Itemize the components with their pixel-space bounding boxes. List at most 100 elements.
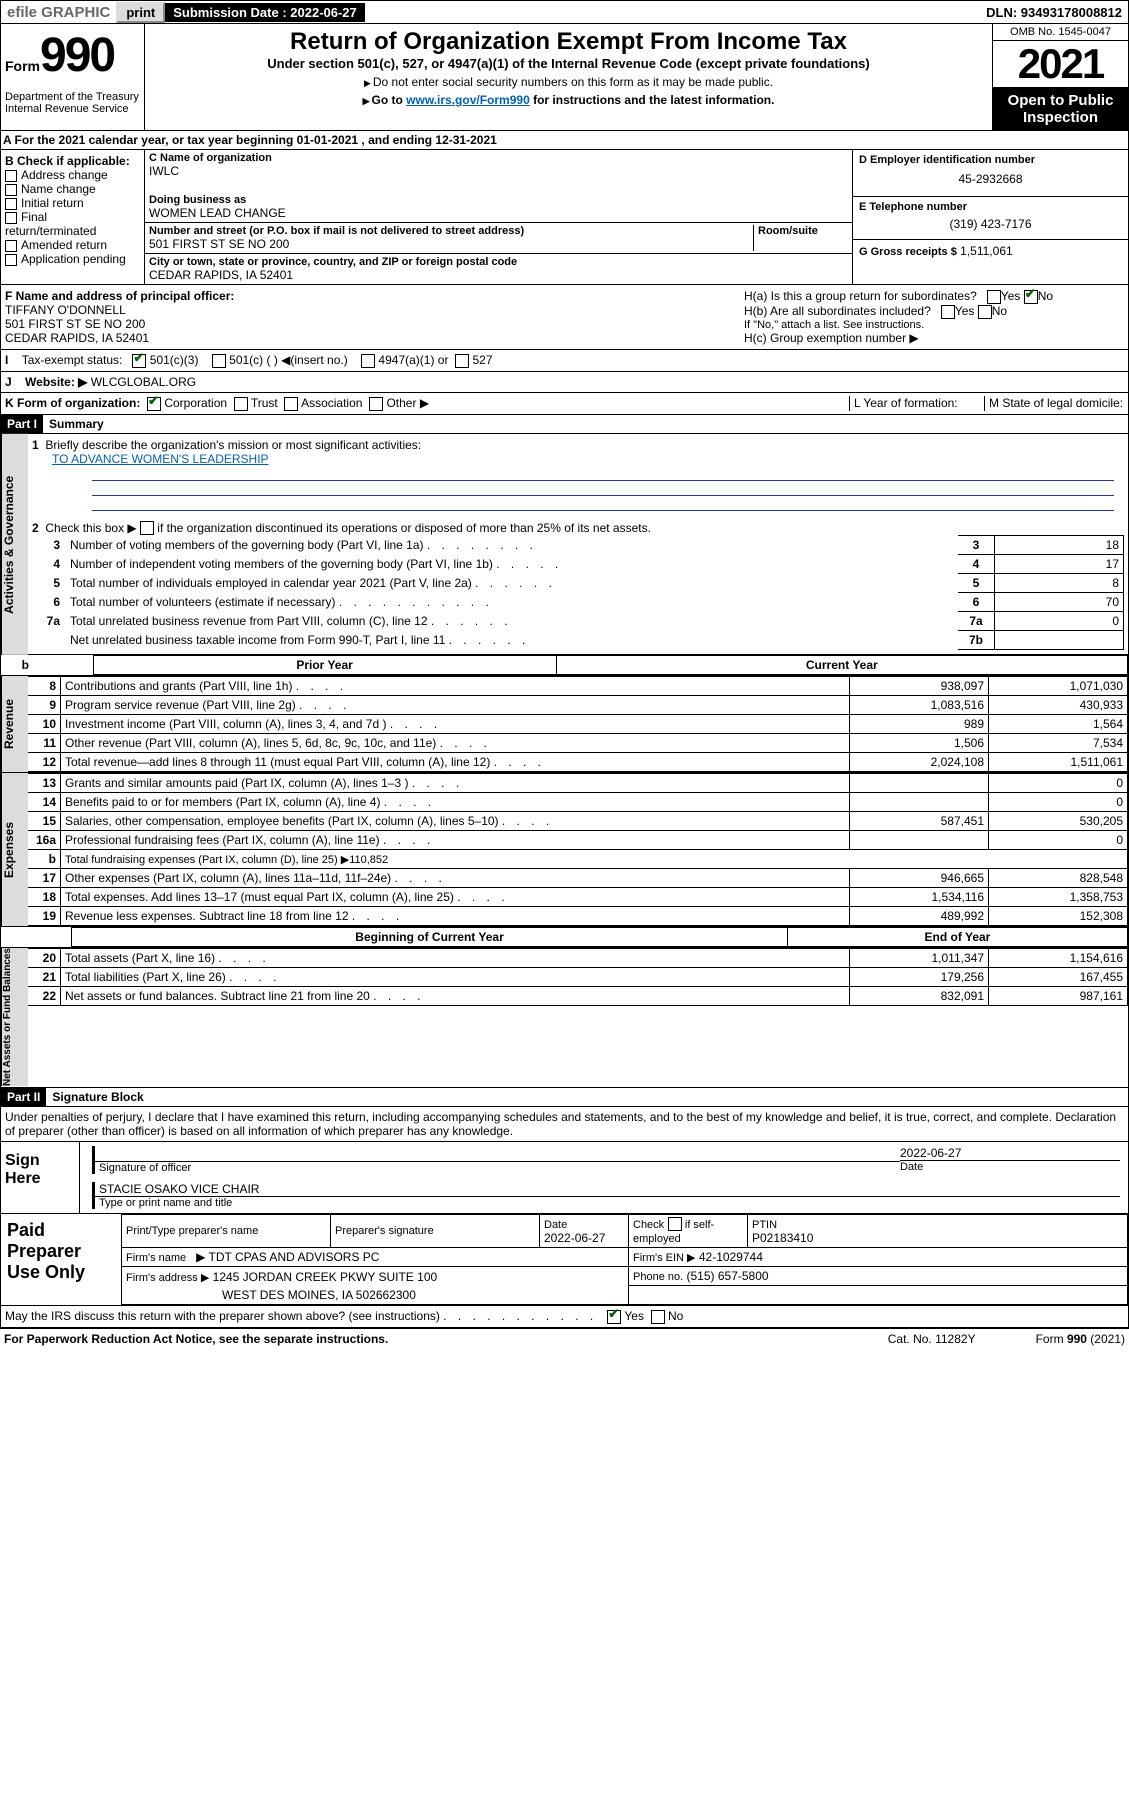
penalties-text: Under penalties of perjury, I declare th… — [0, 1107, 1129, 1142]
table-row: 8Contributions and grants (Part VIII, li… — [28, 677, 1128, 696]
sig-date: 2022-06-27 — [900, 1146, 1120, 1161]
b-opt-3[interactable]: Final return/terminated — [5, 210, 140, 238]
self-emp-check[interactable] — [668, 1217, 682, 1231]
table-row: 13Grants and similar amounts paid (Part … — [28, 774, 1128, 793]
table-row: 9Program service revenue (Part VIII, lin… — [28, 696, 1128, 715]
i-501c3[interactable] — [132, 354, 146, 368]
tax-year: 2021 — [993, 41, 1128, 88]
b-opt-0[interactable]: Address change — [5, 168, 140, 182]
form-subtitle: Under section 501(c), 527, or 4947(a)(1)… — [149, 56, 988, 71]
column-b: B Check if applicable: Address change Na… — [1, 150, 145, 284]
officer-addr: 501 FIRST ST SE NO 200 — [5, 317, 736, 331]
cat-no: Cat. No. 11282Y — [888, 1332, 976, 1346]
column-d: D Employer identification number45-29326… — [853, 150, 1128, 284]
ein-lab: D Employer identification number — [859, 154, 1122, 166]
i-4947[interactable] — [361, 354, 375, 368]
form-header: Form990 Department of the Treasury Inter… — [0, 24, 1129, 131]
ssn-note: Do not enter social security numbers on … — [149, 71, 988, 89]
dept-label: Department of the Treasury Internal Reve… — [5, 91, 140, 115]
table-row: 15Salaries, other compensation, employee… — [28, 812, 1128, 831]
i-501c[interactable] — [212, 354, 226, 368]
sign-here: Sign Here — [1, 1142, 80, 1213]
officer-name: TIFFANY O'DONNELL — [5, 303, 736, 317]
city-val: CEDAR RAPIDS, IA 52401 — [149, 268, 848, 282]
gross-lab: G Gross receipts $ — [859, 246, 957, 258]
irs-link[interactable]: www.irs.gov/Form990 — [406, 93, 530, 107]
b-title: B Check if applicable: — [5, 154, 140, 168]
sig-lab: Signature of officer — [92, 1161, 900, 1174]
org-name: IWLC — [149, 164, 848, 178]
b-opt-5[interactable]: Application pending — [5, 252, 140, 266]
table-row: 10Investment income (Part VIII, column (… — [28, 715, 1128, 734]
bcy-header: Beginning of Current YearEnd of Year — [0, 927, 1129, 948]
q2-check[interactable] — [140, 521, 154, 535]
table-row: 18Total expenses. Add lines 13–17 (must … — [28, 888, 1128, 907]
i-527[interactable] — [455, 354, 469, 368]
vlabel-ag: Activities & Governance — [1, 434, 28, 655]
addr-lab: Number and street (or P.O. box if mail i… — [149, 225, 753, 237]
discuss-row: May the IRS discuss this return with the… — [0, 1306, 1129, 1328]
vlabel-na: Net Assets or Fund Balances — [1, 948, 28, 1086]
netassets-section: Net Assets or Fund Balances 20Total asse… — [0, 948, 1129, 1087]
k-other[interactable] — [369, 397, 383, 411]
ha-row: H(a) Is this a group return for subordin… — [744, 289, 1124, 304]
print-button[interactable]: print — [116, 2, 165, 23]
ha-yes[interactable] — [987, 290, 1001, 304]
signature-block: Sign Here 2022-06-27 Signature of office… — [0, 1142, 1129, 1214]
ha-no[interactable] — [1024, 290, 1038, 304]
m-lab: M State of legal domicile: — [984, 396, 1124, 411]
column-c: C Name of organizationIWLC Doing busines… — [145, 150, 853, 284]
table-row: 11Other revenue (Part VIII, column (A), … — [28, 734, 1128, 753]
gross-val: 1,511,061 — [960, 244, 1013, 258]
paid-preparer: Paid Preparer Use Only Print/Type prepar… — [0, 1214, 1129, 1306]
efile-label: efile GRAPHIC — [1, 4, 116, 21]
discuss-no[interactable] — [651, 1310, 665, 1324]
table-row: 12Total revenue—add lines 8 through 11 (… — [28, 753, 1128, 772]
open-inspection: Open to Public Inspection — [993, 88, 1128, 130]
row-i: I Tax-exempt status: 501(c)(3) 501(c) ( … — [0, 350, 1129, 372]
form-title: Return of Organization Exempt From Incom… — [149, 28, 988, 56]
b-opt-4[interactable]: Amended return — [5, 238, 140, 252]
room-lab: Room/suite — [758, 225, 848, 237]
phone-val: (319) 423-7176 — [859, 213, 1122, 235]
c-name-lab: C Name of organization — [149, 152, 848, 164]
submission-date: Submission Date : 2022-06-27 — [165, 3, 365, 22]
omb-number: OMB No. 1545-0047 — [993, 24, 1128, 41]
k-trust[interactable] — [234, 397, 248, 411]
hb-note: If "No," attach a list. See instructions… — [744, 319, 1124, 331]
k-assoc[interactable] — [284, 397, 298, 411]
meta-bar: efile GRAPHIC print Submission Date : 20… — [0, 0, 1129, 24]
paid-title: Paid Preparer Use Only — [1, 1214, 121, 1305]
table-row: 16aProfessional fundraising fees (Part I… — [28, 831, 1128, 850]
k-corp[interactable] — [147, 397, 161, 411]
row-a: A For the 2021 calendar year, or tax yea… — [0, 131, 1129, 150]
table-row: 19Revenue less expenses. Subtract line 1… — [28, 907, 1128, 926]
dba-val: WOMEN LEAD CHANGE — [149, 206, 848, 220]
row-fh: F Name and address of principal officer:… — [0, 285, 1129, 350]
dln-label: DLN: 93493178008812 — [986, 5, 1128, 20]
discuss-yes[interactable] — [607, 1310, 621, 1324]
vlabel-exp: Expenses — [1, 773, 28, 926]
b-opt-2[interactable]: Initial return — [5, 196, 140, 210]
hb-yes[interactable] — [941, 305, 955, 319]
table-row: 14Benefits paid to or for members (Part … — [28, 793, 1128, 812]
summary-table: 3Number of voting members of the governi… — [32, 535, 1124, 650]
dba-lab: Doing business as — [149, 194, 848, 206]
footer: For Paperwork Reduction Act Notice, see … — [0, 1328, 1129, 1349]
paperwork-note: For Paperwork Reduction Act Notice, see … — [4, 1332, 888, 1346]
l-lab: L Year of formation: — [849, 396, 984, 411]
table-row: 20Total assets (Part X, line 16) . . . .… — [28, 949, 1128, 968]
row-klm: K Form of organization: Corporation Trus… — [0, 393, 1129, 415]
expenses-section: Expenses 13Grants and similar amounts pa… — [0, 773, 1129, 927]
city-lab: City or town, state or province, country… — [149, 256, 848, 268]
addr-val: 501 FIRST ST SE NO 200 — [149, 237, 753, 251]
hb-no[interactable] — [978, 305, 992, 319]
mission[interactable]: TO ADVANCE WOMEN'S LEADERSHIP — [52, 452, 269, 466]
b-opt-1[interactable]: Name change — [5, 182, 140, 196]
phone-lab: E Telephone number — [859, 201, 1122, 213]
table-row: bTotal fundraising expenses (Part IX, co… — [28, 850, 1128, 869]
officer-sig-name: STACIE OSAKO VICE CHAIR — [92, 1182, 1120, 1197]
officer-city: CEDAR RAPIDS, IA 52401 — [5, 331, 736, 345]
hb-row: H(b) Are all subordinates included? Yes … — [744, 304, 1124, 319]
pycy-header: bPrior YearCurrent Year — [0, 655, 1129, 676]
